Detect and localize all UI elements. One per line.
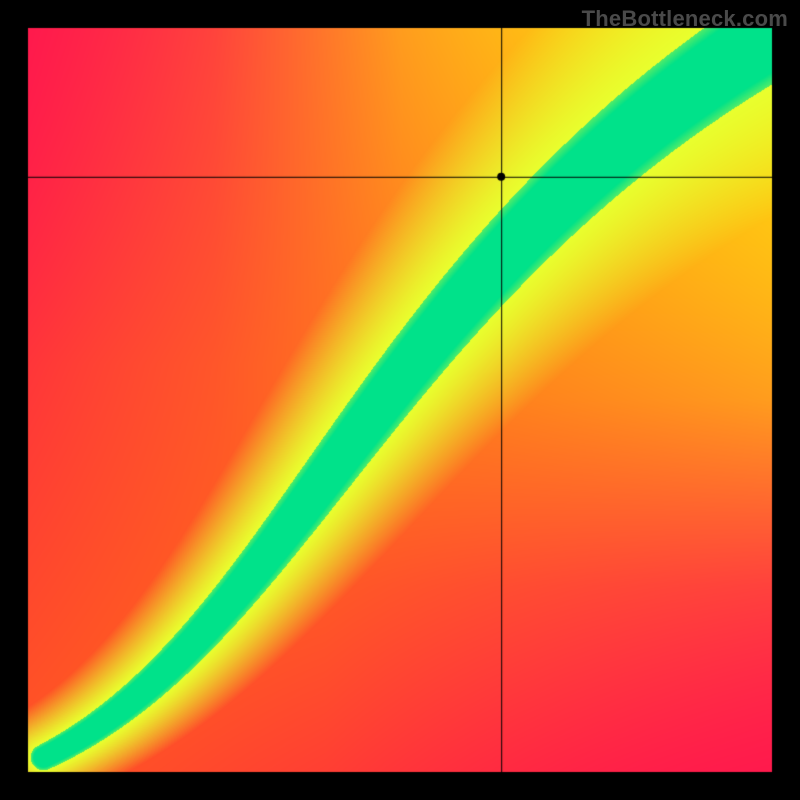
watermark-text: TheBottleneck.com xyxy=(582,6,788,32)
chart-container: TheBottleneck.com xyxy=(0,0,800,800)
heatmap-canvas xyxy=(0,0,800,800)
